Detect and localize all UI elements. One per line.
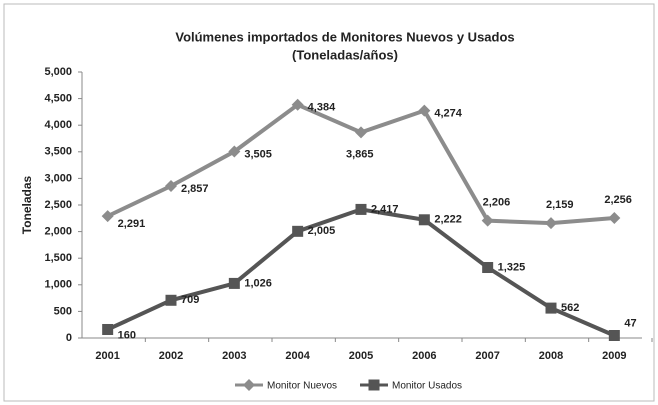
marker xyxy=(545,302,557,314)
marker xyxy=(102,323,114,335)
chart-title: (Toneladas/años) xyxy=(292,47,398,62)
chart-title: Volúmenes importados de Monitores Nuevos… xyxy=(175,29,514,44)
y-tick-label: 3,500 xyxy=(44,146,72,158)
marker xyxy=(228,277,240,289)
x-tick-label: 2008 xyxy=(539,350,563,362)
marker xyxy=(608,211,621,224)
marker xyxy=(165,180,177,193)
x-tick-label: 2005 xyxy=(349,350,373,362)
data-label: 562 xyxy=(561,302,579,314)
legend-label: Monitor Usados xyxy=(392,381,462,392)
marker xyxy=(355,126,367,139)
x-tick-label: 2007 xyxy=(475,350,499,362)
legend-label: Monitor Nuevos xyxy=(267,381,337,392)
marker xyxy=(608,329,620,341)
marker xyxy=(101,210,114,223)
y-tick-label: 4,500 xyxy=(44,93,72,105)
marker xyxy=(292,225,304,237)
x-tick-label: 2009 xyxy=(602,350,626,362)
data-label: 1,026 xyxy=(244,277,272,289)
x-tick-label: 2001 xyxy=(95,350,119,362)
marker xyxy=(291,98,304,111)
marker xyxy=(228,145,241,158)
data-label: 2,857 xyxy=(181,183,209,195)
data-label: 160 xyxy=(118,329,136,341)
y-tick-label: 3,000 xyxy=(44,172,72,184)
marker xyxy=(243,379,255,391)
y-tick-label: 1,000 xyxy=(44,279,72,291)
y-tick-label: 1,500 xyxy=(44,252,72,264)
data-label: 4,384 xyxy=(308,102,336,114)
marker xyxy=(482,262,494,274)
marker xyxy=(355,203,367,215)
data-label: 2,206 xyxy=(483,197,511,209)
y-tick-label: 2,000 xyxy=(44,226,72,238)
data-label: 2,159 xyxy=(546,199,574,211)
data-label: 2,256 xyxy=(604,194,632,206)
marker xyxy=(165,294,177,306)
x-tick-label: 2006 xyxy=(412,350,436,362)
marker xyxy=(418,104,431,117)
data-label: 3,865 xyxy=(346,148,374,160)
data-label: 2,291 xyxy=(118,218,146,230)
y-axis-label: Toneladas xyxy=(20,175,34,234)
data-label: 47 xyxy=(624,317,636,329)
data-label: 2,417 xyxy=(371,203,399,215)
marker xyxy=(481,214,494,227)
data-label: 2,222 xyxy=(434,214,462,226)
y-tick-label: 500 xyxy=(54,305,72,317)
data-label: 4,274 xyxy=(434,108,462,120)
x-tick-label: 2002 xyxy=(159,350,183,362)
y-tick-label: 2,500 xyxy=(44,199,72,211)
data-label: 1,325 xyxy=(498,261,526,273)
y-tick-label: 0 xyxy=(66,332,72,344)
data-label: 709 xyxy=(181,294,199,306)
marker xyxy=(418,214,430,226)
marker xyxy=(545,217,557,230)
x-tick-label: 2003 xyxy=(222,350,246,362)
marker xyxy=(368,379,380,391)
data-label: 3,505 xyxy=(244,148,272,160)
y-tick-label: 5,000 xyxy=(44,66,72,78)
y-tick-label: 4,000 xyxy=(44,119,72,131)
x-tick-label: 2004 xyxy=(285,350,310,362)
data-label: 2,005 xyxy=(308,225,336,237)
